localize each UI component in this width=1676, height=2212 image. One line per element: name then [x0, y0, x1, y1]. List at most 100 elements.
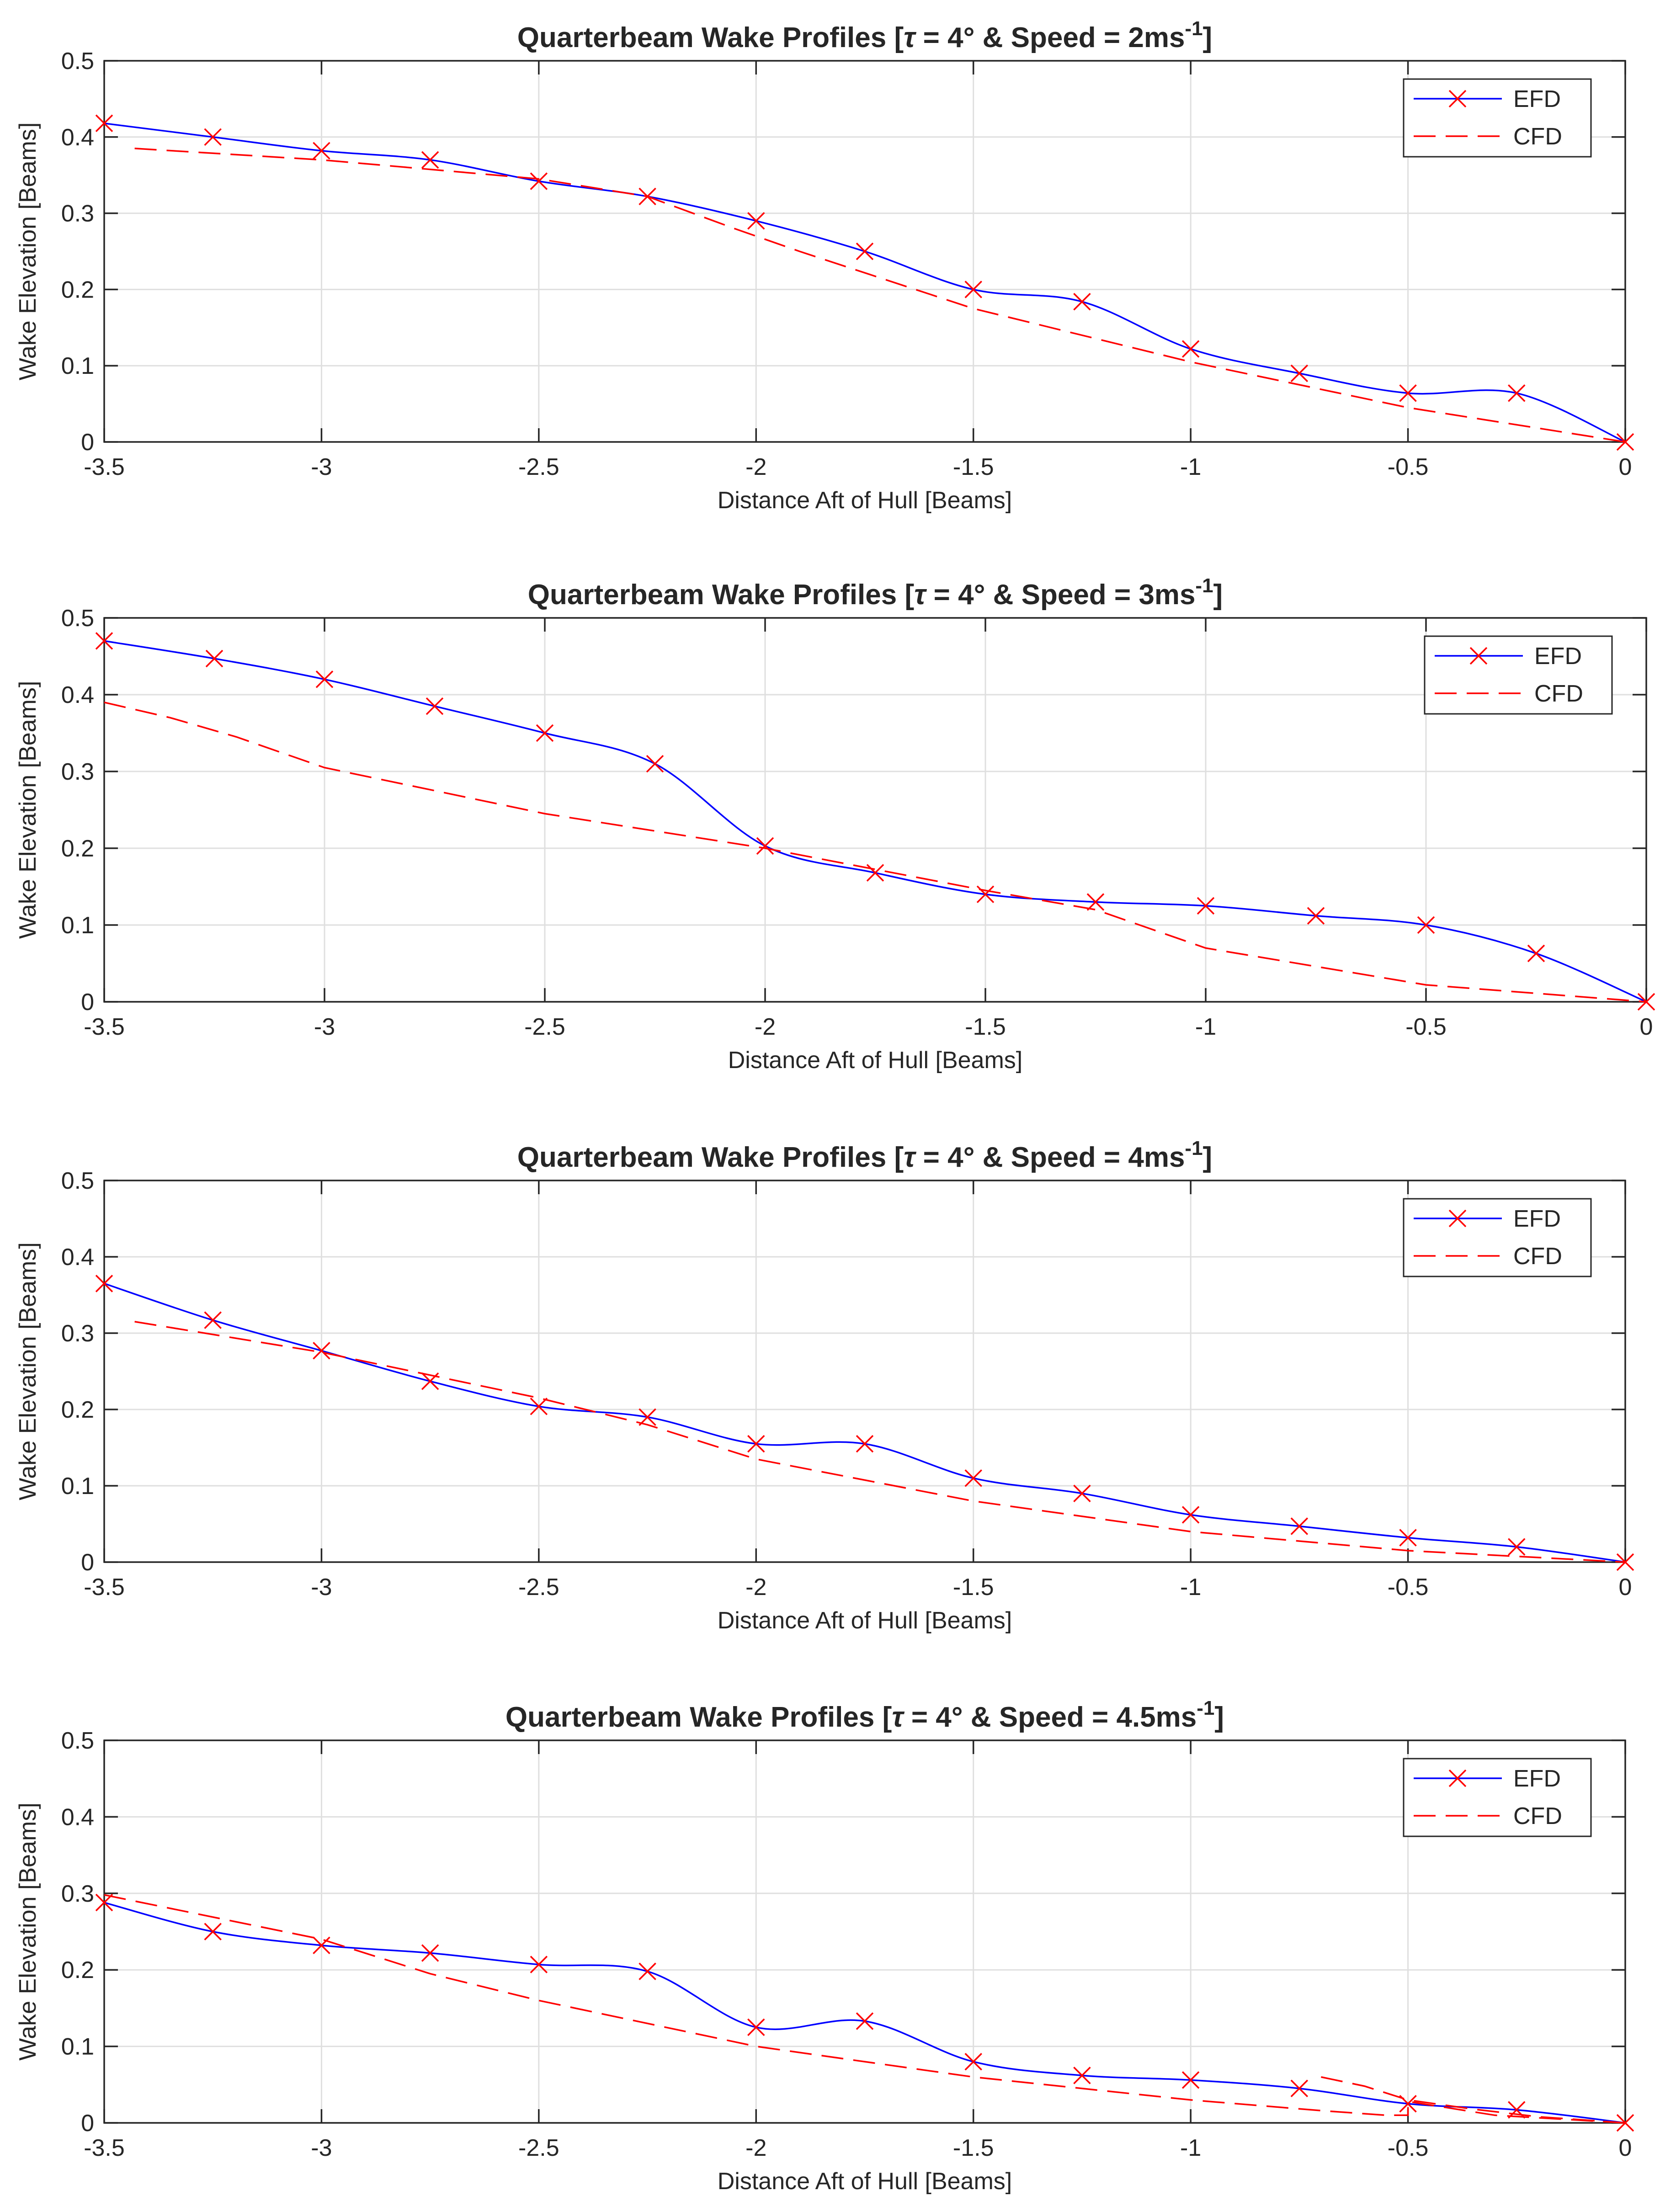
cfd-series-line	[1321, 2076, 1626, 2124]
plot-area	[104, 1180, 1625, 1562]
efd-data-point	[1290, 1517, 1309, 1535]
y-tick-label: 0	[81, 1549, 94, 1576]
legend-efd-marker	[1448, 1769, 1467, 1787]
y-tick-label: 0.3	[61, 1320, 94, 1347]
title-prefix: Quarterbeam Wake Profiles [	[528, 579, 914, 611]
chart-title: Quarterbeam Wake Profiles [τ = 4° & Spee…	[517, 1137, 1212, 1173]
x-axis-label: Distance Aft of Hull [Beams]	[718, 2168, 1012, 2195]
y-tick-label: 0.2	[61, 276, 94, 303]
efd-data-point	[313, 1936, 330, 1954]
cfd-series-line	[134, 148, 1626, 443]
efd-data-point	[1508, 384, 1526, 402]
legend-label: EFD	[1534, 643, 1582, 670]
title-mid: = 4° & Speed = 3ms	[926, 579, 1195, 611]
efd-data-point	[421, 1944, 439, 1962]
efd-data-point	[315, 670, 334, 688]
legend-label: EFD	[1513, 1765, 1561, 1792]
title-superscript: -1	[1197, 1697, 1214, 1719]
x-tick-label: -2.5	[524, 1014, 565, 1040]
title-prefix: Quarterbeam Wake Profiles [	[505, 1702, 892, 1733]
efd-data-point	[1417, 916, 1435, 934]
y-tick-label: 0.5	[61, 605, 94, 632]
x-tick-label: 0	[1619, 1574, 1632, 1601]
cfd-series-line	[134, 1321, 1626, 1563]
chart-panel-3: -3.5 -3 -2.5 -2 -1.5 -1 -0.5 0 0 0.1 0.2 0.3 0.4 0.5 D…	[15, 1137, 1634, 1634]
efd-data-point	[1181, 340, 1200, 358]
chart-panel-1: -3.5 -3 -2.5 -2 -1.5 -1 -0.5 0 0 0.1 0.2 0.3 0.4 0.5 D…	[15, 17, 1634, 514]
x-tick-label: -1.5	[953, 1574, 994, 1601]
efd-data-point	[95, 632, 113, 650]
efd-data-point	[426, 697, 444, 715]
legend-box	[1424, 635, 1613, 715]
y-tick-label: 0.4	[61, 1804, 94, 1830]
y-tick-label: 0.2	[61, 1957, 94, 1983]
legend-label: CFD	[1513, 1243, 1562, 1270]
y-axis-label: Wake Elevation [Beams]	[15, 681, 41, 939]
x-tick-label: -0.5	[1388, 2135, 1429, 2161]
x-tick-label: -3.5	[84, 1574, 125, 1601]
y-tick-label: 0.5	[61, 48, 94, 74]
efd-data-point	[313, 142, 330, 160]
efd-data-point	[866, 864, 884, 882]
efd-data-point	[856, 1435, 874, 1453]
x-tick-label: -1.5	[953, 2135, 994, 2161]
x-axis-label: Distance Aft of Hull [Beams]	[718, 1607, 1012, 1634]
efd-data-point	[313, 1342, 330, 1360]
title-suffix: ]	[1203, 22, 1213, 53]
efd-data-point	[747, 212, 765, 230]
title-superscript: -1	[1195, 574, 1213, 597]
y-tick-label: 0.5	[61, 1168, 94, 1194]
x-tick-label: -3	[314, 1014, 335, 1040]
efd-data-point	[1508, 1538, 1526, 1556]
title-suffix: ]	[1213, 579, 1223, 611]
efd-data-point	[530, 172, 548, 190]
y-tick-label: 0	[81, 429, 94, 456]
legend-label: CFD	[1513, 123, 1562, 150]
x-tick-label: -2.5	[518, 1574, 559, 1601]
y-tick-label: 0	[81, 989, 94, 1016]
chart-panel-4: -3.5 -3 -2.5 -2 -1.5 -1 -0.5 0 0 0.1 0.2 0.3 0.4 0.5 D…	[15, 1697, 1634, 2195]
y-tick-label: 0.5	[61, 1728, 94, 1754]
title-symbol: τ	[904, 22, 916, 53]
title-mid: = 4° & Speed = 4.5ms	[904, 1702, 1197, 1733]
y-axis-label: Wake Elevation [Beams]	[15, 122, 41, 381]
x-tick-label: -3	[311, 454, 332, 480]
title-symbol: τ	[914, 579, 927, 611]
legend-label: EFD	[1513, 86, 1561, 112]
title-mid: = 4° & Speed = 2ms	[915, 22, 1185, 53]
y-axis-label: Wake Elevation [Beams]	[15, 1242, 41, 1500]
efd-data-point	[1073, 2066, 1091, 2084]
x-tick-label: -2	[755, 1014, 776, 1040]
x-tick-label: -2.5	[518, 2135, 559, 2161]
title-suffix: ]	[1214, 1702, 1224, 1733]
legend-box	[1403, 1198, 1592, 1277]
efd-data-point	[1073, 1484, 1091, 1502]
efd-data-point	[536, 724, 554, 742]
chart-panel-2: -3.5 -3 -2.5 -2 -1.5 -1 -0.5 0 0 0.1 0.2 0.3 0.4 0.5 D…	[15, 574, 1655, 1074]
x-tick-label: -1	[1195, 1014, 1216, 1040]
x-tick-label: -3.5	[84, 2135, 125, 2161]
x-tick-label: -0.5	[1388, 454, 1429, 480]
title-mid: = 4° & Speed = 4ms	[915, 1142, 1185, 1173]
y-tick-label: 0.2	[61, 1397, 94, 1423]
efd-data-point	[1181, 1506, 1200, 1524]
title-superscript: -1	[1185, 17, 1202, 40]
y-tick-label: 0.3	[61, 1881, 94, 1907]
efd-data-point	[1086, 893, 1105, 911]
efd-data-point	[1399, 1529, 1417, 1547]
efd-data-point	[421, 151, 439, 169]
efd-data-point	[204, 128, 222, 146]
chart-title: Quarterbeam Wake Profiles [τ = 4° & Spee…	[517, 17, 1212, 53]
axes-frame	[103, 1739, 1626, 2124]
y-tick-label: 0.3	[61, 201, 94, 227]
x-tick-label: -2	[745, 2135, 766, 2161]
x-tick-label: -1.5	[965, 1014, 1006, 1040]
efd-data-point	[646, 755, 664, 773]
legend-efd-marker	[1469, 647, 1488, 665]
efd-data-point	[204, 1923, 222, 1941]
x-tick-label: 0	[1619, 2135, 1632, 2161]
y-tick-label: 0.1	[61, 2034, 94, 2060]
efd-data-point	[747, 2018, 765, 2036]
